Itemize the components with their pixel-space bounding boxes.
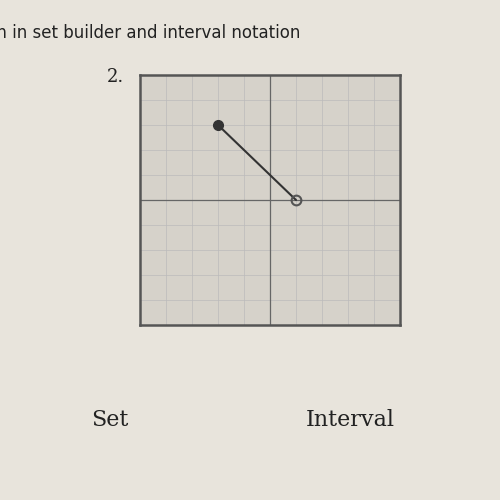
Text: Set: Set (92, 409, 128, 431)
Text: Interval: Interval (306, 409, 394, 431)
Text: f each graph in set builder and interval notation: f each graph in set builder and interval… (0, 24, 300, 42)
Text: 2.: 2. (106, 68, 124, 86)
